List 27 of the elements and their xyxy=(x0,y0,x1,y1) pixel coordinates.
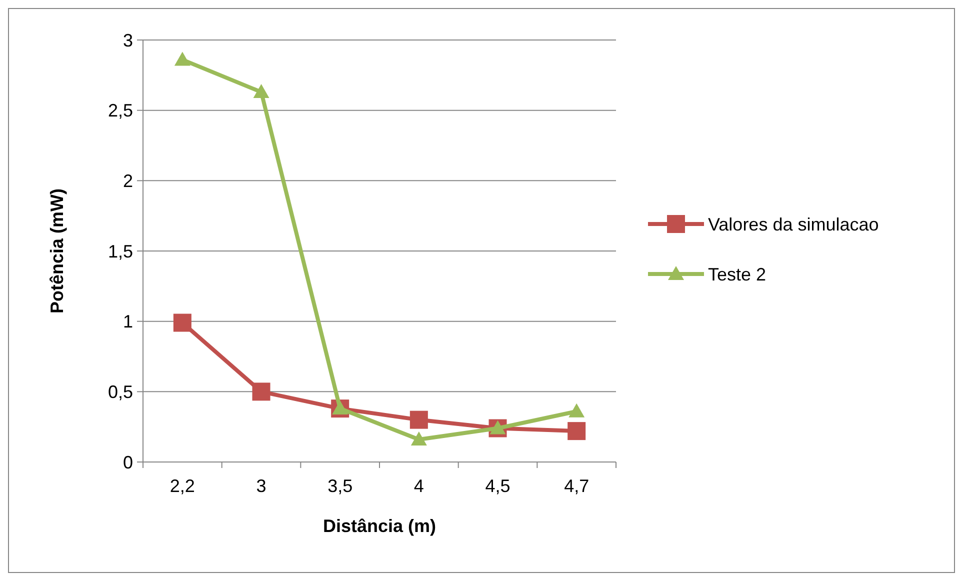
x-tick-label: 4 xyxy=(414,476,424,496)
x-tick-label: 2,2 xyxy=(170,476,195,496)
y-axis-title: Potência (mW) xyxy=(47,188,67,314)
x-tick-label: 3,5 xyxy=(328,476,353,496)
point xyxy=(173,314,192,332)
point xyxy=(568,403,585,418)
x-tick-label: 4,7 xyxy=(564,476,590,496)
point xyxy=(332,400,348,415)
y-tick-label: 2 xyxy=(122,170,133,191)
x-tick-label: 4,5 xyxy=(485,476,510,496)
point xyxy=(410,410,428,429)
point xyxy=(253,84,270,98)
y-tick-label: 0 xyxy=(122,452,133,472)
point xyxy=(410,431,427,446)
y-tick-label: 2,5 xyxy=(108,100,133,121)
y-tick-label: 1 xyxy=(122,312,133,332)
x-tick-label: 3 xyxy=(256,476,266,496)
y-tick-label: 0,5 xyxy=(108,382,133,402)
point xyxy=(174,52,190,66)
legend-label: Teste 2 xyxy=(708,264,766,284)
point xyxy=(490,420,506,434)
point xyxy=(568,422,586,440)
x-axis-title: Distância (m) xyxy=(322,516,436,536)
y-tick-label: 3 xyxy=(122,30,133,50)
legend-label: Valores da simulacao xyxy=(708,214,879,234)
y-tick-label: 1,5 xyxy=(108,241,133,262)
point xyxy=(252,382,270,401)
